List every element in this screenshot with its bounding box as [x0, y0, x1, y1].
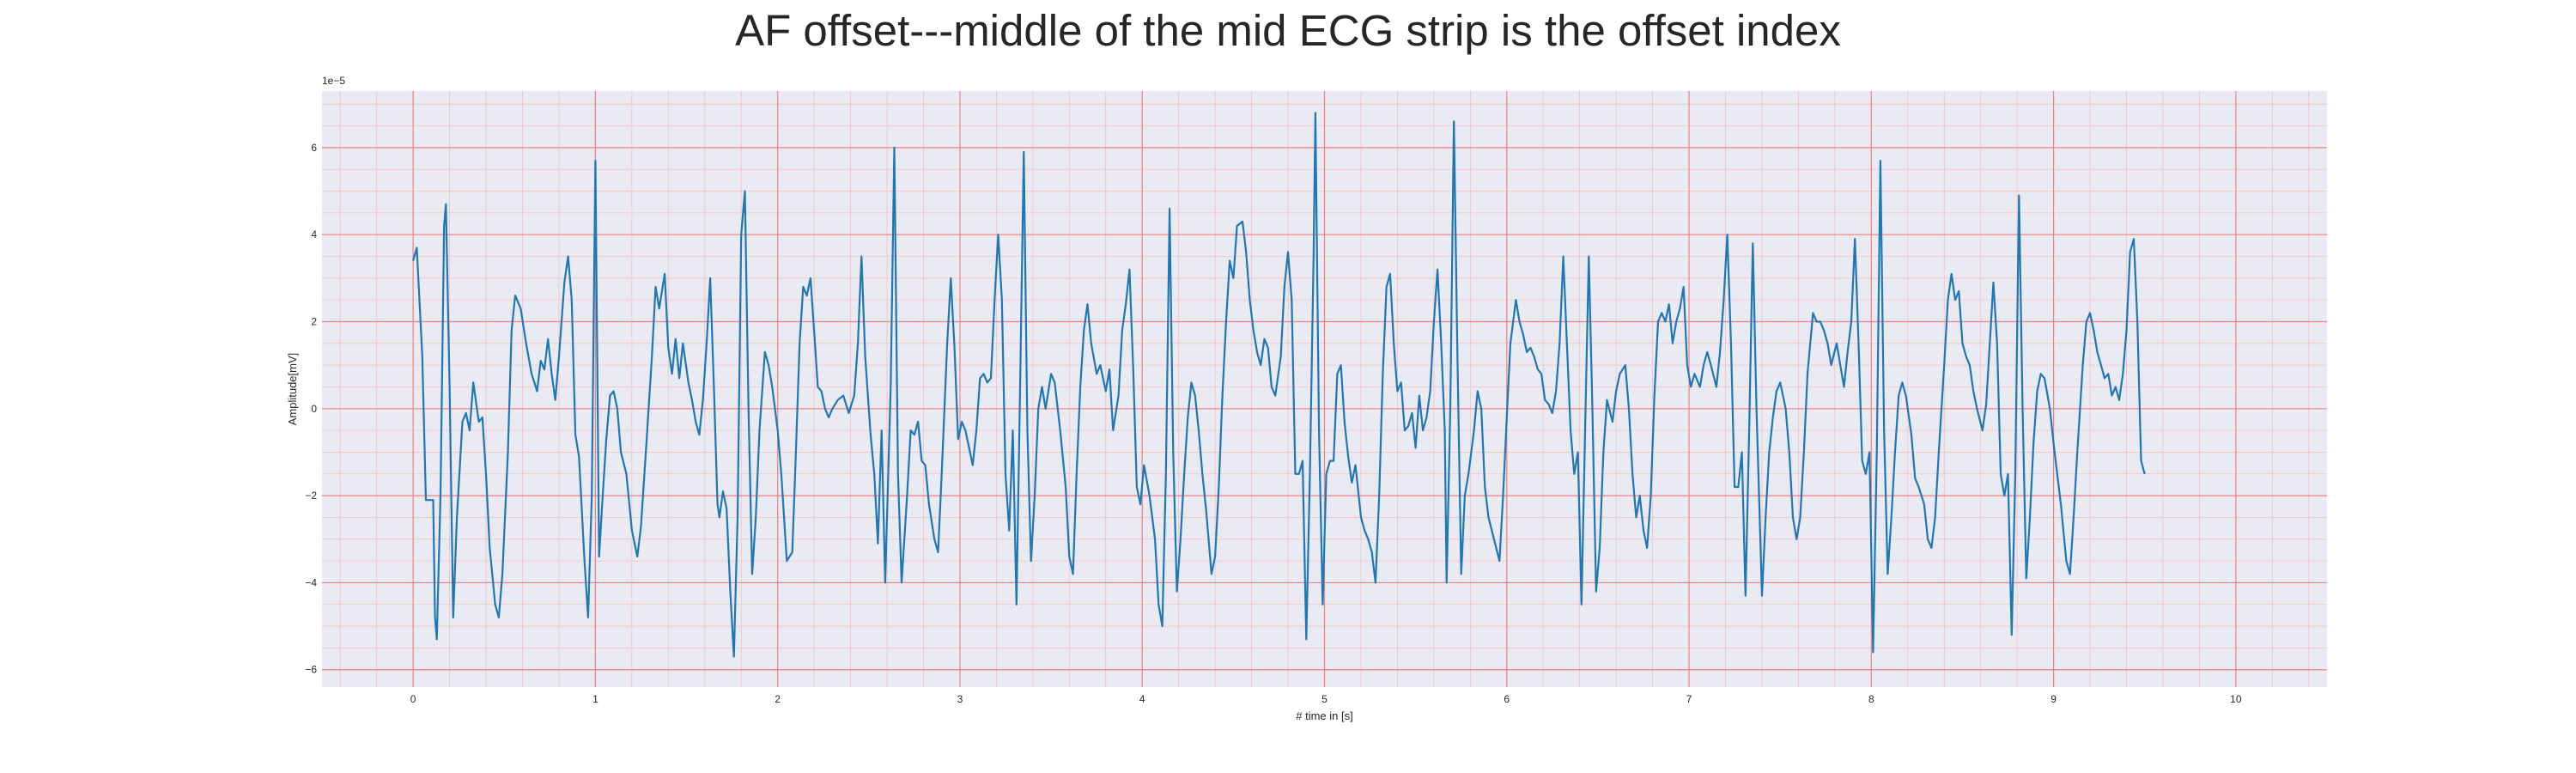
y-tick-label: 0	[311, 403, 317, 415]
x-tick-label: 9	[2050, 693, 2057, 705]
x-tick-label: 7	[1686, 693, 1692, 705]
x-tick-label: 10	[2230, 693, 2242, 705]
y-tick-label: 2	[311, 315, 317, 327]
x-tick-label: 0	[410, 693, 416, 705]
y-tick-label: 6	[311, 142, 317, 154]
y-tick-label: −2	[305, 490, 317, 502]
ecg-series-line	[412, 112, 2146, 658]
chart-title: AF offset---middle of the mid ECG strip …	[735, 6, 1841, 55]
x-tick-label: 6	[1504, 693, 1510, 705]
x-tick-label: 8	[1868, 693, 1874, 705]
y-tick-label: −6	[305, 664, 317, 676]
x-tick-label: 4	[1139, 693, 1145, 705]
x-tick-label: 1	[592, 693, 598, 705]
x-tick-label: 2	[775, 693, 781, 705]
y-offset-text: 1e−5	[322, 75, 345, 87]
x-tick-labels: 0 1 2 3 4 5 6 7 8 9 10	[410, 693, 2242, 705]
y-tick-label: 4	[311, 228, 317, 240]
y-tick-label: −4	[305, 576, 317, 588]
y-axis-label: Amplitude[mV]	[286, 353, 299, 426]
x-tick-label: 5	[1321, 693, 1327, 705]
series-layer	[412, 112, 2146, 658]
x-tick-label: 3	[957, 693, 963, 705]
major-grid	[322, 91, 2327, 687]
y-tick-labels: −6 −4 −2 0 2 4 6	[305, 142, 317, 676]
x-axis-label: # time in [s]	[1296, 709, 1352, 722]
